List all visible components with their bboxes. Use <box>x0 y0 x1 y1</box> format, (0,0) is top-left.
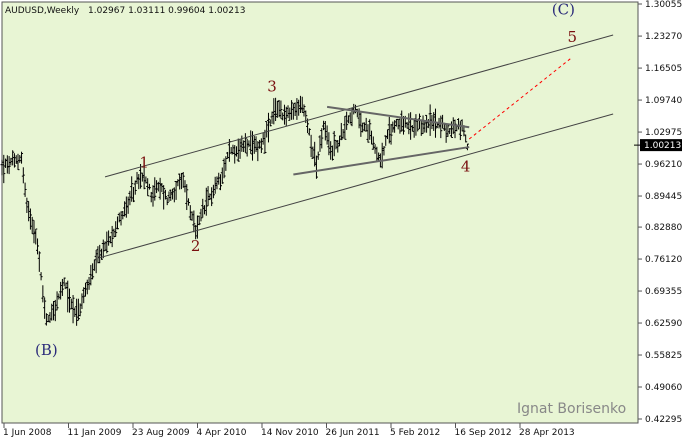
ohlc-values: 1.02967 1.03111 0.99604 1.00213 <box>88 6 245 16</box>
price-bars <box>0 95 469 326</box>
y-tick-label: 0.62590 <box>645 319 682 329</box>
wave-label: 3 <box>267 78 277 96</box>
chart-title: AUDUSD,Weekly <box>5 6 80 16</box>
wave-label: (C) <box>552 1 575 19</box>
wave-label: 2 <box>191 237 201 255</box>
trend-lines <box>97 34 614 259</box>
y-tick-label: 0.55825 <box>645 351 682 361</box>
x-tick-label: 28 Apr 2013 <box>519 428 575 438</box>
triangle-lower-line <box>293 146 470 176</box>
y-tick-label: 0.89445 <box>645 192 682 202</box>
y-tick-label: 0.96210 <box>645 160 682 170</box>
y-axis: 1.30055 1.23270 1.16505 1.09740 1.02975 0.962… <box>634 0 682 425</box>
y-tick-label: 0.42295 <box>645 415 682 425</box>
wave-label: 4 <box>461 158 471 176</box>
y-tick-label: 0.69355 <box>645 287 682 297</box>
x-tick-label: 16 Sep 2012 <box>455 428 512 438</box>
y-tick-label: 0.76120 <box>645 255 682 265</box>
x-tick-label: 1 Jun 2008 <box>3 428 52 438</box>
channel-upper-line <box>104 34 614 178</box>
current-price-box <box>640 139 682 152</box>
y-tick-label: 1.09740 <box>645 96 682 106</box>
x-tick-label: 23 Aug 2009 <box>132 428 190 438</box>
triangle-upper-line <box>326 105 470 129</box>
plot-background <box>1 1 639 424</box>
y-tick-label: 1.02975 <box>645 128 682 138</box>
y-tick-label: 0.82880 <box>645 223 682 233</box>
author-watermark: Ignat Borisenko <box>517 401 626 417</box>
wave-label: 5 <box>567 28 577 46</box>
y-tick-label: 1.16505 <box>645 64 682 74</box>
y-tick-label: 1.30055 <box>645 0 682 10</box>
y-tick-label: 1.23270 <box>645 32 682 42</box>
x-tick-label: 11 Jan 2009 <box>68 428 122 438</box>
wave-label: 1 <box>139 153 149 171</box>
y-tick-label: 0.49060 <box>645 383 682 393</box>
current-price-label: 1.00213 <box>644 141 681 151</box>
current-price-marker: 1.00213 <box>640 139 682 152</box>
channel-lower-line <box>97 113 614 259</box>
x-tick-label: 14 Nov 2010 <box>261 428 319 438</box>
wave-labels: 1 2 3 4 5 (B) (C) <box>35 1 577 359</box>
x-tick-label: 26 Jun 2011 <box>326 428 380 438</box>
x-axis: 1 Jun 2008 11 Jan 2009 23 Aug 2009 4 Apr 20… <box>3 423 575 438</box>
x-tick-label: 4 Apr 2010 <box>197 428 247 438</box>
projection-line <box>468 56 573 140</box>
x-tick-label: 5 Feb 2012 <box>390 428 440 438</box>
wave-label: (B) <box>35 341 58 359</box>
